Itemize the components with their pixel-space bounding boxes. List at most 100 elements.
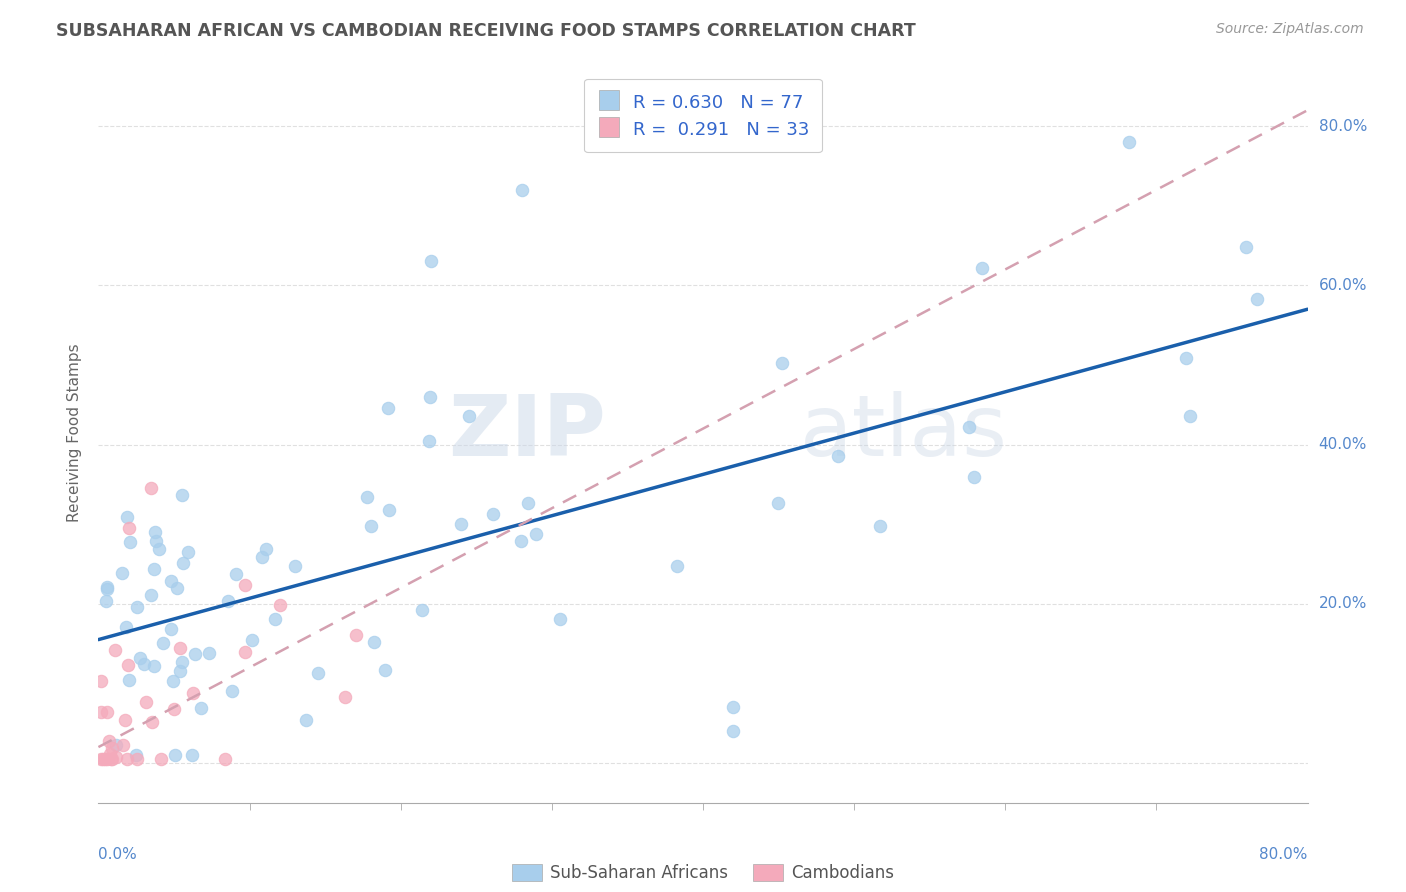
Point — [91, 752, 114, 766]
Point — [111, 738, 134, 752]
Point — [160, 622, 183, 636]
Point — [162, 674, 184, 689]
Text: Source: ZipAtlas.com: Source: ZipAtlas.com — [1216, 22, 1364, 37]
Point — [104, 739, 127, 753]
Point — [768, 495, 790, 509]
Legend: R = 0.630   N = 77, R =  0.291   N = 33: R = 0.630 N = 77, R = 0.291 N = 33 — [583, 78, 823, 153]
Point — [118, 673, 141, 687]
Point — [1118, 135, 1140, 149]
Y-axis label: Receiving Food Stamps: Receiving Food Stamps — [67, 343, 83, 522]
Point — [169, 640, 191, 655]
Point — [363, 635, 385, 649]
Point — [963, 469, 986, 483]
Point — [125, 752, 148, 766]
Point — [264, 612, 287, 626]
Point — [152, 636, 174, 650]
Point — [90, 674, 112, 689]
Point — [360, 519, 382, 533]
Point — [172, 556, 194, 570]
Point — [269, 598, 291, 612]
Point — [94, 752, 117, 766]
Point — [344, 628, 367, 642]
Point — [141, 481, 163, 495]
Text: SUBSAHARAN AFRICAN VS CAMBODIAN RECEIVING FOOD STAMPS CORRELATION CHART: SUBSAHARAN AFRICAN VS CAMBODIAN RECEIVIN… — [56, 22, 915, 40]
Point — [160, 574, 183, 589]
Point — [723, 700, 745, 714]
Point — [125, 747, 148, 762]
Point — [418, 434, 440, 449]
Point — [970, 261, 993, 276]
Point — [96, 752, 118, 766]
Text: 60.0%: 60.0% — [1319, 277, 1367, 293]
Point — [869, 518, 891, 533]
Point — [100, 752, 122, 766]
Point — [411, 603, 433, 617]
Text: ZIP: ZIP — [449, 391, 606, 475]
Point — [132, 657, 155, 672]
Point — [101, 752, 124, 766]
Point — [509, 534, 531, 549]
Text: 20.0%: 20.0% — [1319, 596, 1367, 611]
Point — [1180, 409, 1202, 423]
Point — [356, 491, 378, 505]
Point — [172, 488, 194, 502]
Point — [284, 558, 307, 573]
Point — [170, 655, 193, 669]
Point — [666, 559, 689, 574]
Point — [510, 183, 533, 197]
Point — [524, 527, 547, 541]
Point — [115, 620, 138, 634]
Point — [450, 517, 472, 532]
Point — [307, 666, 329, 681]
Point — [104, 643, 127, 657]
Point — [90, 752, 112, 766]
Point — [163, 702, 186, 716]
Text: 80.0%: 80.0% — [1260, 847, 1308, 863]
Point — [198, 646, 221, 660]
Point — [770, 356, 793, 370]
Point — [148, 542, 170, 557]
Text: 40.0%: 40.0% — [1319, 437, 1367, 452]
Point — [225, 566, 247, 581]
Point — [142, 562, 165, 576]
Text: atlas: atlas — [800, 391, 1008, 475]
Point — [723, 724, 745, 739]
Point — [1234, 240, 1257, 254]
Point — [190, 701, 212, 715]
Point — [420, 254, 443, 268]
Point — [517, 496, 540, 510]
Point — [96, 582, 118, 596]
Point — [217, 594, 239, 608]
Point — [98, 734, 121, 748]
Point — [377, 401, 399, 415]
Point — [482, 508, 505, 522]
Point — [233, 645, 256, 659]
Point — [378, 503, 401, 517]
Point — [143, 658, 166, 673]
Point — [957, 420, 980, 434]
Point — [177, 545, 200, 559]
Point — [96, 705, 118, 719]
Point — [254, 541, 277, 556]
Point — [105, 750, 128, 764]
Point — [181, 747, 204, 762]
Text: 0.0%: 0.0% — [98, 847, 138, 863]
Point — [1175, 351, 1198, 366]
Point — [166, 581, 188, 595]
Point — [183, 647, 205, 661]
Point — [141, 714, 163, 729]
Point — [127, 599, 149, 614]
Point — [181, 686, 204, 700]
Point — [145, 533, 167, 548]
Point — [458, 409, 481, 424]
Point — [240, 632, 263, 647]
Point — [419, 390, 441, 404]
Point — [101, 740, 124, 755]
Point — [233, 578, 256, 592]
Point — [149, 752, 172, 766]
Point — [221, 684, 243, 698]
Point — [335, 690, 357, 704]
Point — [117, 657, 139, 672]
Point — [250, 549, 273, 564]
Point — [135, 695, 157, 709]
